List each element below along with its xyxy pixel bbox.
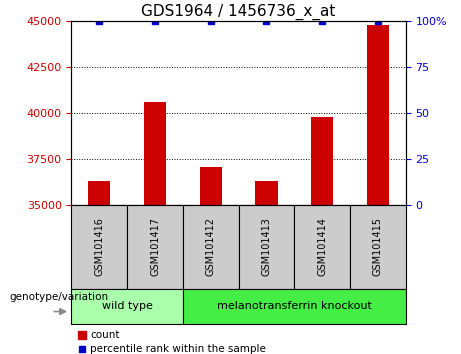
Text: GSM101417: GSM101417 [150, 217, 160, 276]
Bar [350, 205, 406, 289]
Text: GSM101416: GSM101416 [95, 217, 104, 276]
Text: wild type: wild type [102, 301, 153, 311]
Title: GDS1964 / 1456736_x_at: GDS1964 / 1456736_x_at [142, 4, 336, 20]
Bar [88, 181, 111, 205]
Bar [311, 117, 333, 205]
Bar [144, 102, 166, 205]
Bar [366, 25, 389, 205]
Text: genotype/variation: genotype/variation [9, 292, 108, 302]
Text: GSM101412: GSM101412 [206, 217, 216, 276]
Legend: count, percentile rank within the sample: count, percentile rank within the sample [74, 326, 270, 354]
Bar [255, 181, 278, 205]
Bar [238, 205, 294, 289]
Text: GSM101414: GSM101414 [317, 217, 327, 276]
Bar [294, 205, 350, 289]
Text: melanotransferrin knockout: melanotransferrin knockout [217, 301, 372, 311]
Bar [183, 205, 238, 289]
Bar [127, 205, 183, 289]
Text: GSM101415: GSM101415 [373, 217, 383, 276]
Bar [183, 289, 406, 324]
Bar [71, 205, 127, 289]
Bar [200, 167, 222, 205]
Bar [71, 289, 183, 324]
Text: GSM101413: GSM101413 [261, 217, 272, 276]
